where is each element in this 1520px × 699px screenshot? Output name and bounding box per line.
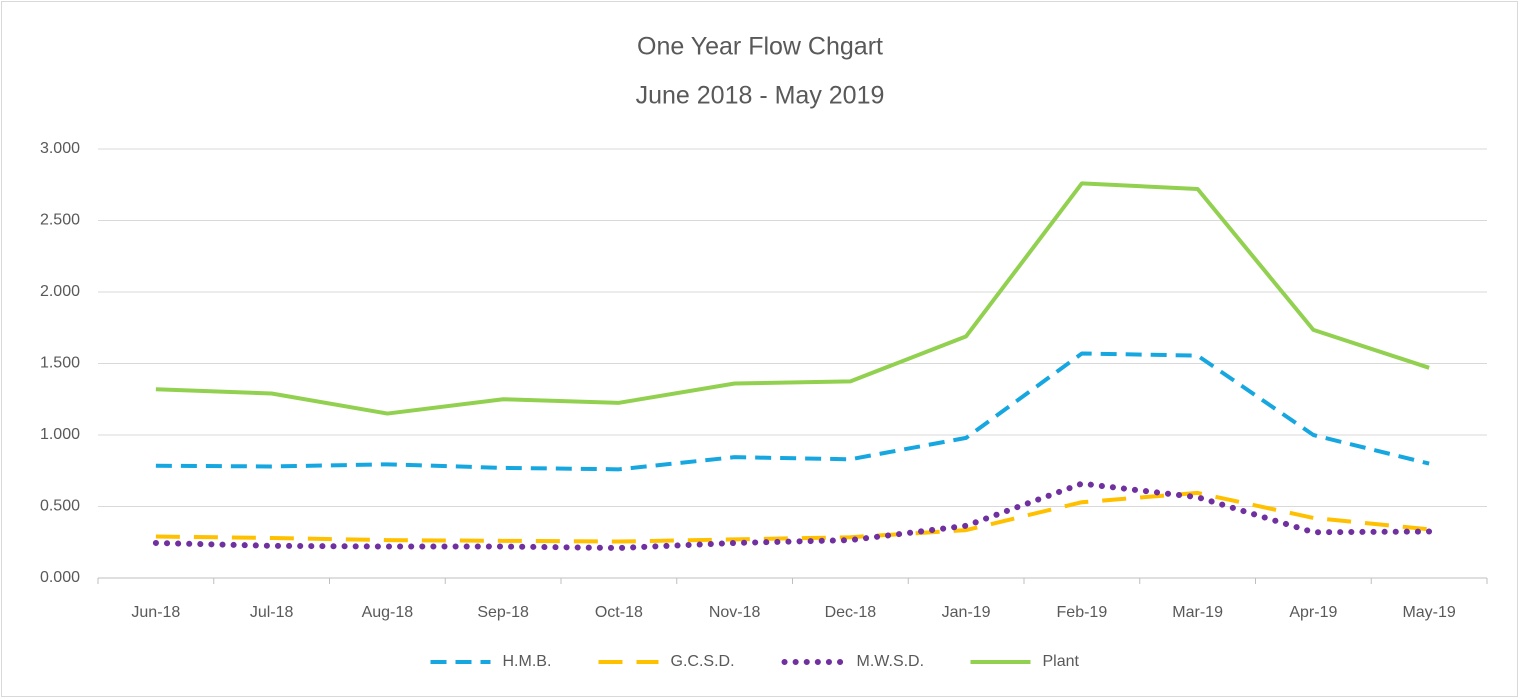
x-tick-label: Feb-19 xyxy=(1057,604,1108,621)
legend-label: M.W.S.D. xyxy=(857,653,925,670)
x-tick-label: Mar-19 xyxy=(1172,604,1223,621)
y-tick-label: 3.000 xyxy=(40,140,80,157)
legend-label: G.C.S.D. xyxy=(671,653,735,670)
x-tick-label: Sep-18 xyxy=(477,604,529,621)
x-tick-label: Nov-18 xyxy=(709,604,761,621)
y-tick-label: 0.000 xyxy=(40,569,80,586)
x-tick-label: Oct-18 xyxy=(595,604,643,621)
y-tick-label: 1.000 xyxy=(40,426,80,443)
series-line xyxy=(155,351,1430,472)
x-tick-label: May-19 xyxy=(1402,604,1455,621)
x-tick-label: Jul-18 xyxy=(250,604,294,621)
x-tick-label: Jan-19 xyxy=(942,604,991,621)
x-tick-label: Apr-19 xyxy=(1289,604,1337,621)
y-tick-label: 0.500 xyxy=(40,498,80,515)
y-tick-label: 2.000 xyxy=(40,283,80,300)
series-line xyxy=(152,480,1433,551)
legend-label: H.M.B. xyxy=(503,653,552,670)
y-tick-label: 1.500 xyxy=(40,355,80,372)
x-tick-label: Aug-18 xyxy=(362,604,414,621)
x-tick-label: Jun-18 xyxy=(131,604,180,621)
chart-title: One Year Flow Chgart xyxy=(637,33,883,61)
y-tick-label: 2.500 xyxy=(40,212,80,229)
series-line xyxy=(155,490,1430,544)
series-line xyxy=(155,181,1430,416)
chart-subtitle: June 2018 - May 2019 xyxy=(636,82,885,110)
x-tick-label: Dec-18 xyxy=(825,604,877,621)
legend-label: Plant xyxy=(1043,653,1080,670)
